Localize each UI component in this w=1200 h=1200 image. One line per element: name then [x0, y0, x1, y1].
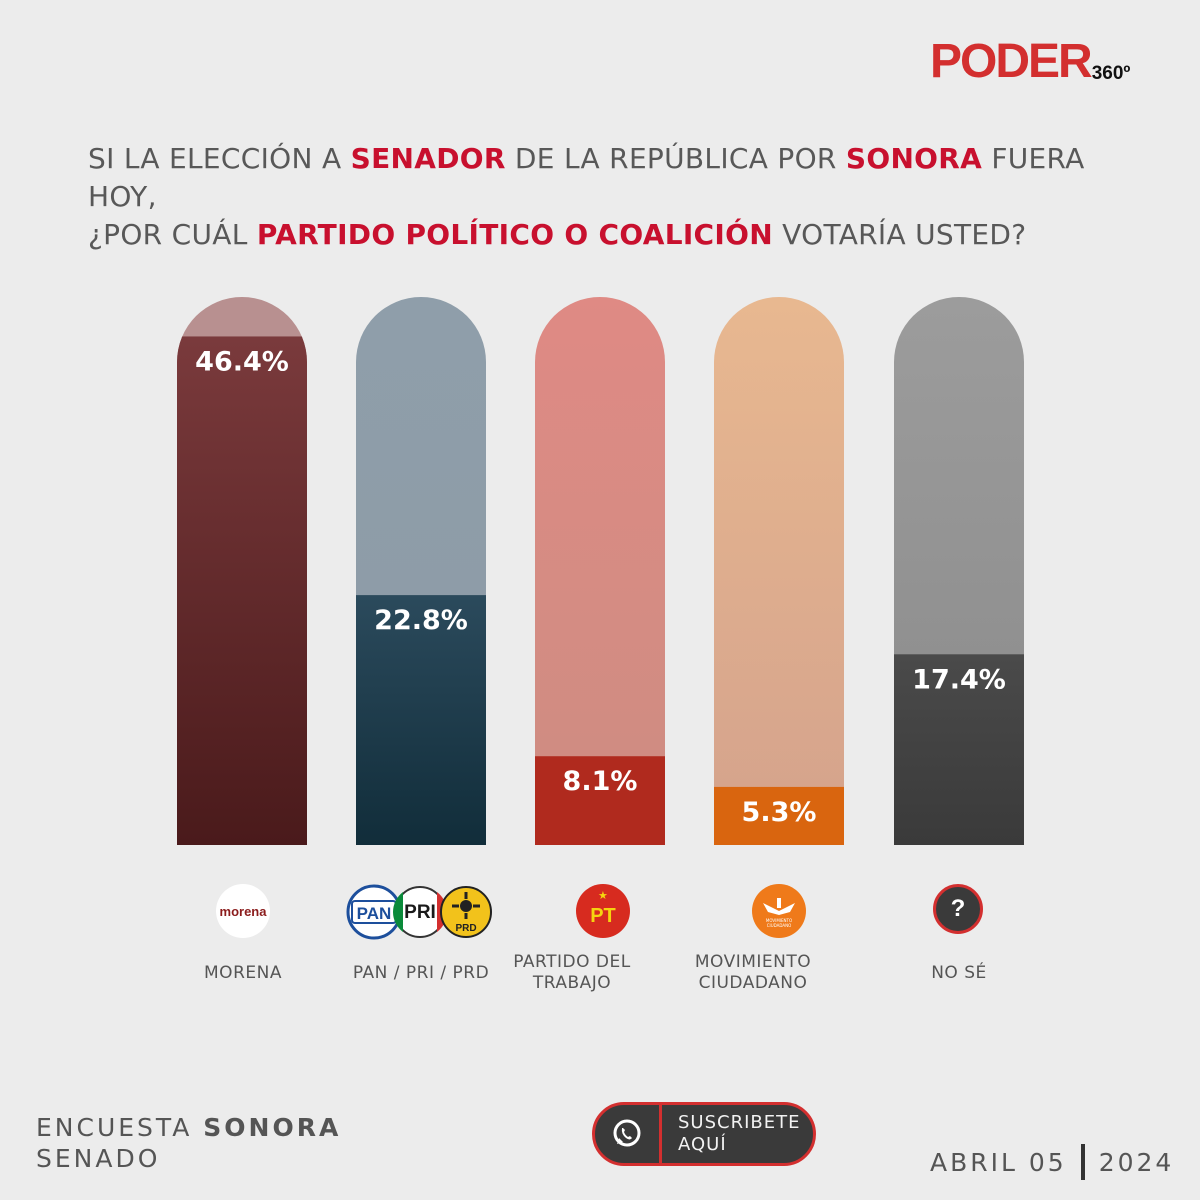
subscribe-button[interactable]: SUSCRIBETE AQUÍ: [592, 1102, 816, 1166]
question-icon: ?: [933, 884, 983, 934]
question-segment-highlight: SENADOR: [350, 142, 506, 175]
bar-value-label: 5.3%: [742, 797, 817, 828]
eagle-icon: [763, 898, 795, 915]
morena-logo-icon: morena: [216, 884, 270, 938]
subscribe-label: SUSCRIBETE AQUÍ: [662, 1112, 801, 1156]
category-label-morena: MORENA: [204, 963, 282, 983]
question-line-2: ¿POR CUÁL PARTIDO POLÍTICO O COALICIÓN V…: [88, 216, 1128, 254]
bar-track: [535, 297, 665, 845]
survey-type: SENADO: [36, 1144, 161, 1173]
category-label-pt: PARTIDO DEL TRABAJO: [513, 952, 631, 993]
bar: [894, 654, 1024, 845]
bar-value-label: 8.1%: [563, 766, 638, 797]
date-text: ABRIL 05: [930, 1147, 1067, 1177]
publication-date: ABRIL 05 2024: [930, 1144, 1174, 1180]
pan-pri-prd-icon: PAN PRI PRD: [346, 884, 492, 940]
pri-text: PRI: [404, 902, 436, 923]
subscribe-line-1: SUSCRIBETE: [678, 1112, 801, 1133]
prd-text: PRD: [455, 923, 476, 934]
question-segment: SI LA ELECCIÓN A: [88, 142, 351, 175]
bar-value-label: 22.8%: [374, 605, 468, 636]
bar-value-label: 17.4%: [912, 664, 1006, 695]
bar: [714, 786, 844, 845]
question-segment: DE LA REPÚBLICA POR: [505, 142, 846, 175]
subscribe-line-2: AQUÍ: [678, 1134, 727, 1155]
bar-value-label: 46.4%: [195, 346, 289, 377]
date-divider: [1080, 1144, 1085, 1180]
bar: [356, 595, 486, 845]
whatsapp-icon: [595, 1105, 659, 1163]
bar: [177, 336, 307, 845]
pt-logo-icon: ★ PT: [576, 884, 630, 938]
pan-text: PAN: [357, 904, 392, 923]
question-mark-text: ?: [950, 895, 966, 922]
question-line-1: SI LA ELECCIÓN A SENADOR DE LA REPÚBLICA…: [88, 140, 1128, 216]
poder360-logo: PODER 360º: [930, 36, 1130, 86]
question-segment: FUERA HOY,: [88, 142, 1085, 213]
question-title: SI LA ELECCIÓN A SENADOR DE LA REPÚBLICA…: [88, 140, 1128, 254]
survey-state: SONORA: [203, 1113, 342, 1142]
brand-name: PODER: [930, 35, 1093, 88]
category-label-mc: MOVIMIENTO CIUDADANO: [694, 952, 812, 993]
category-label-no-se: NO SÉ: [931, 963, 987, 983]
category-label-pan-pri-prd: PAN / PRI / PRD: [352, 963, 490, 983]
mc-logo-text: MOVIMIENTO CIUDADANO: [765, 918, 793, 928]
movimiento-ciudadano-logo-icon: MOVIMIENTO CIUDADANO: [752, 884, 806, 938]
question-segment: ¿POR CUÁL: [88, 218, 257, 251]
bar-track: [714, 297, 844, 845]
survey-caption: ENCUESTA SONORA SENADO: [36, 1112, 341, 1174]
year-text: 2024: [1098, 1147, 1175, 1177]
survey-caption-line-1: ENCUESTA SONORA: [36, 1112, 341, 1143]
survey-prefix: ENCUESTA: [36, 1113, 204, 1142]
question-segment-highlight: PARTIDO POLÍTICO O COALICIÓN: [256, 218, 773, 251]
question-segment-highlight: SONORA: [845, 142, 983, 175]
subscribe-divider: [659, 1105, 662, 1163]
morena-logo-text: morena: [219, 903, 267, 919]
bar: [535, 756, 665, 845]
pt-logo-text: PT: [590, 904, 616, 927]
question-segment: VOTARÍA USTED?: [772, 218, 1027, 251]
brand-suffix: 360º: [1091, 63, 1131, 84]
star-icon: ★: [598, 889, 608, 902]
